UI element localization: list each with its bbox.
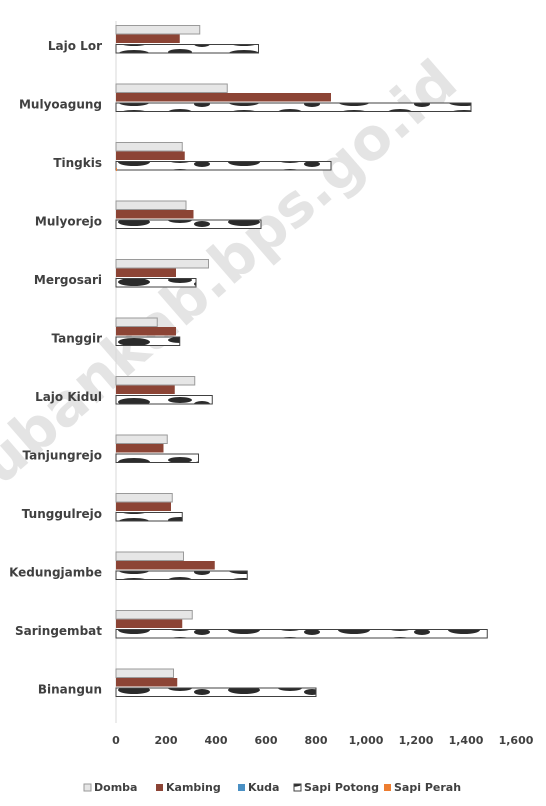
bar-domba-lajo-lor [115, 25, 201, 35]
legend-swatch-kuda [238, 784, 245, 791]
legend-swatch-domba [83, 783, 92, 792]
x-tick-label: 600 [255, 734, 278, 747]
bar-kambing-mulyorejo [116, 210, 194, 219]
category-label: Tanjungrejo [23, 449, 102, 463]
category-label: Mulyoagung [19, 98, 102, 112]
bar-kambing-kedungjambe [116, 561, 215, 570]
bar-domba-kedungjambe [115, 551, 184, 561]
category-label: Mergosari [34, 273, 102, 287]
bar-domba-mulyorejo [115, 200, 187, 210]
bar-kambing-lajo-lor [116, 34, 180, 43]
category-label: Kedungjambe [9, 566, 102, 580]
category-label: Saringembat [15, 624, 102, 638]
bar-sapi-potong-tanggir [115, 336, 181, 346]
bar-sapi-potong-mergosari [115, 278, 197, 288]
x-tick-label: 1,600 [499, 734, 534, 747]
bar-kambing-binangun [116, 678, 178, 687]
plot-area: Lajo Lor Mulyoagung Tingkis Mulyorejo Mergos… [9, 21, 534, 747]
bar-domba-binangun [115, 668, 174, 678]
bar-sapi-potong-binangun [115, 687, 317, 697]
legend-label-kuda: Kuda [248, 781, 279, 794]
bar-kambing-lajo-kidul [116, 385, 175, 394]
bar-kambing-mulyoagung [116, 93, 331, 102]
legend-swatch-kambing [156, 784, 163, 791]
bar-domba-tanggir [115, 317, 158, 327]
legend: Domba Kambing Kuda Sapi Potong Sapi Perah [83, 781, 461, 794]
x-tick-label: 0 [112, 734, 120, 747]
x-tick-label: 800 [305, 734, 328, 747]
bar-domba-tanjungrejo [115, 434, 168, 444]
bar-domba-mulyoagung [115, 83, 228, 93]
bar-domba-tunggulrejo [115, 493, 173, 503]
bar-domba-mergosari [115, 259, 209, 269]
bar-sapi-potong-mulyoagung [115, 102, 472, 112]
legend-label-sapi-perah: Sapi Perah [394, 781, 461, 794]
bar-kambing-saringembat [116, 619, 183, 628]
category-label: Lajo Lor [48, 39, 102, 53]
category-label: Binangun [38, 683, 102, 697]
bar-domba-tingkis [115, 142, 183, 152]
x-tick-label: 1,400 [449, 734, 484, 747]
legend-label-kambing: Kambing [166, 781, 221, 794]
bar-sapi-potong-lajo-kidul [115, 395, 213, 405]
category-label: Lajo Kidul [35, 390, 102, 404]
category-label: Tanggir [52, 332, 103, 346]
bar-sapi-potong-tanjungrejo [115, 453, 199, 463]
bar-sapi-potong-kedungjambe [115, 570, 248, 580]
bar-sapi-potong-mulyorejo [115, 219, 262, 229]
legend-swatch-sapi-perah [384, 784, 391, 791]
bar-kambing-tanggir [116, 327, 176, 336]
legend-label-sapi-potong: Sapi Potong [304, 781, 379, 794]
x-tick-label: 400 [205, 734, 228, 747]
category-label: Tunggulrejo [22, 507, 102, 521]
category-label: Mulyorejo [35, 215, 102, 229]
bar-sapi-potong-tingkis [115, 161, 332, 171]
bar-domba-saringembat [115, 610, 193, 620]
x-tick-label: 1,200 [399, 734, 434, 747]
bar-kambing-tunggulrejo [116, 502, 171, 511]
x-tick-label: 1,000 [349, 734, 384, 747]
category-label: Tingkis [53, 156, 102, 170]
bar-sapi-potong-lajo-lor [115, 44, 259, 54]
bar-domba-lajo-kidul [115, 376, 196, 386]
x-tick-label: 200 [155, 734, 178, 747]
legend-label-domba: Domba [94, 781, 137, 794]
bar-sapi-potong-tunggulrejo [115, 512, 183, 522]
bar-sapi-potong-saringembat [115, 629, 488, 639]
bar-kambing-tanjungrejo [116, 444, 164, 453]
bar-sapi-perah-tingkis [116, 168, 117, 171]
bar-kambing-mergosari [116, 268, 176, 277]
legend-swatch-sapi-potong [293, 783, 302, 792]
bar-kambing-tingkis [116, 151, 185, 160]
